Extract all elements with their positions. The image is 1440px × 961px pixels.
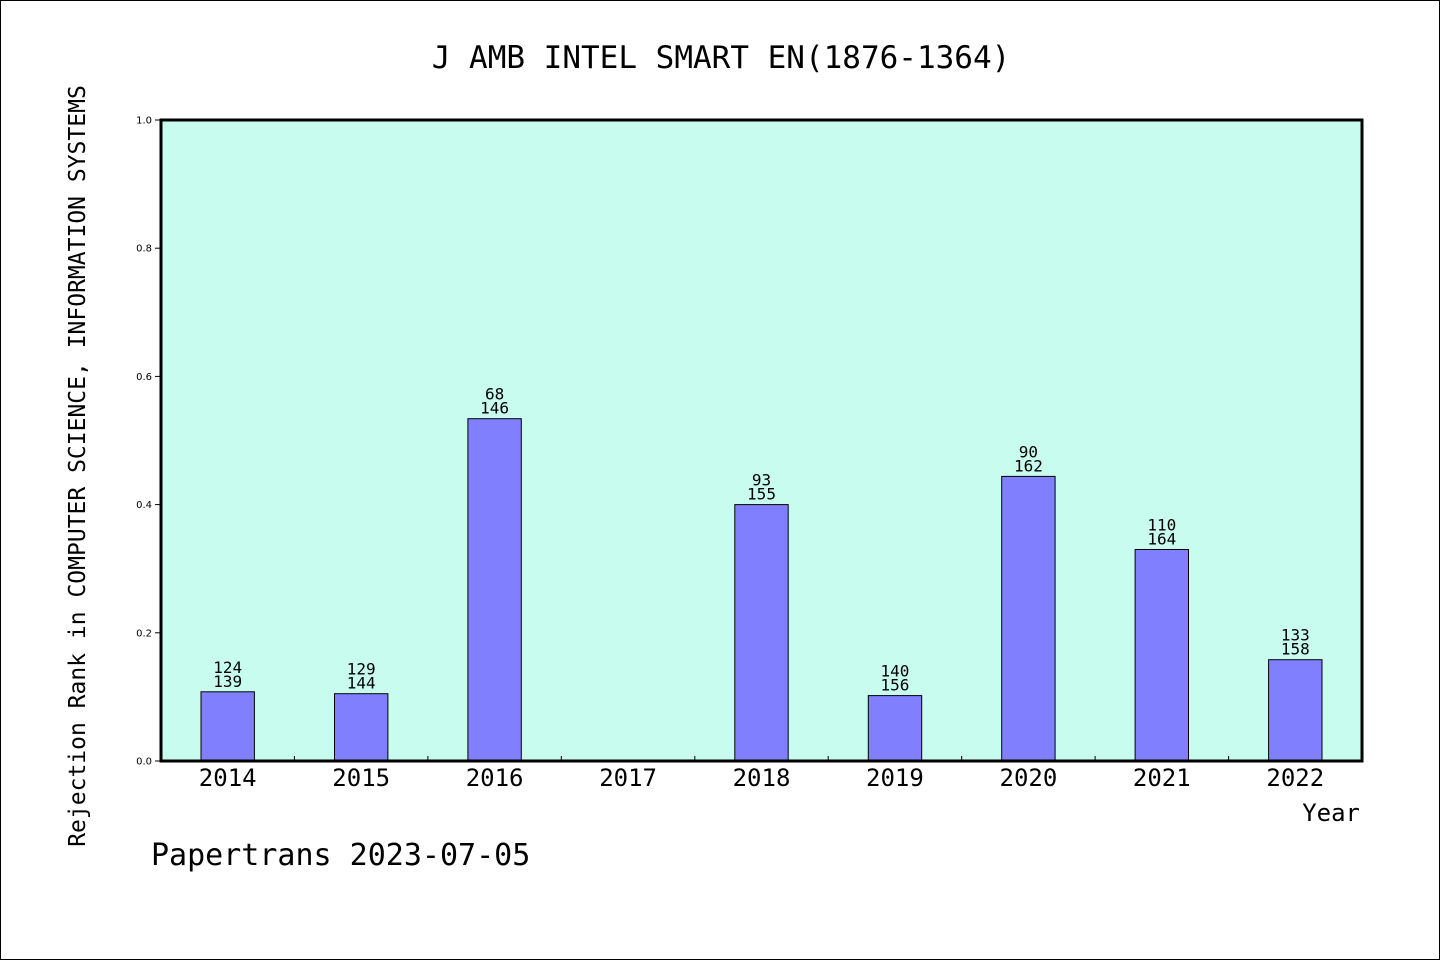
y-axis-label: Rejection Rank in COMPUTER SCIENCE, INFO… [65,85,91,847]
bar-label-bottom-2015: 144 [347,674,376,693]
plot-border [159,118,1364,763]
bar-2014 [200,691,255,762]
y-tick-label: 0.8 [136,244,152,255]
bar-2018 [734,504,789,762]
y-tick-label: 1.0 [136,116,152,127]
bar-label-top-2019: 140 [880,662,909,681]
y-tick-label: 0.4 [136,500,152,511]
footer-credit: Papertrans 2023-07-05 [151,838,530,873]
bar-label-bottom-2016: 146 [480,399,509,418]
bar-2022 [1268,659,1323,762]
y-tick-label: 0.2 [136,628,152,639]
x-axis-label: Year [1302,799,1360,827]
x-tick-label-2021: 2021 [1133,764,1191,792]
x-tick-label-2020: 2020 [1000,764,1058,792]
bar-label-bottom-2014: 139 [213,672,242,691]
chart-title: J AMB INTEL SMART EN(1876-1364) [432,40,1011,76]
x-tick-label-2016: 2016 [466,764,524,792]
x-tick-label-2017: 2017 [599,764,657,792]
bar-2019 [867,695,923,762]
bar-label-top-2022: 133 [1281,626,1310,645]
y-axis-ticks: 0.0 0.2 0.4 0.6 0.8 1.0 [136,116,161,768]
x-tick-label-2022: 2022 [1266,764,1324,792]
bar-2020 [1001,475,1056,762]
bar-2021 [1134,549,1189,762]
bar-label-top-2014: 124 [213,658,242,677]
bar-label-top-2015: 129 [347,660,376,679]
bar-label-bottom-2021: 164 [1147,530,1176,549]
bar-label-top-2020: 90 [1019,442,1038,461]
y-tick-label: 0.6 [136,372,152,383]
x-tick-label-2015: 2015 [332,764,390,792]
bar-label-bottom-2020: 162 [1014,456,1043,475]
bar-label-bottom-2018: 155 [747,485,776,504]
bar-label-bottom-2022: 158 [1281,640,1310,659]
bar-label-top-2018: 93 [752,471,771,490]
x-tick-label-2014: 2014 [199,764,257,792]
x-axis-ticks: 2014 2015 2016 2017 2018 2019 2020 2021 2022 [199,756,1324,792]
bar-label-top-2016: 68 [485,385,504,404]
bar-2016 [467,418,522,762]
x-tick-label-2019: 2019 [866,764,924,792]
y-tick-label: 0.0 [136,757,152,768]
bar-label-top-2021: 110 [1147,516,1176,535]
bar-2015 [334,693,389,762]
x-tick-label-2018: 2018 [733,764,791,792]
bar-label-bottom-2019: 156 [880,676,909,695]
bars-group [200,418,1323,762]
